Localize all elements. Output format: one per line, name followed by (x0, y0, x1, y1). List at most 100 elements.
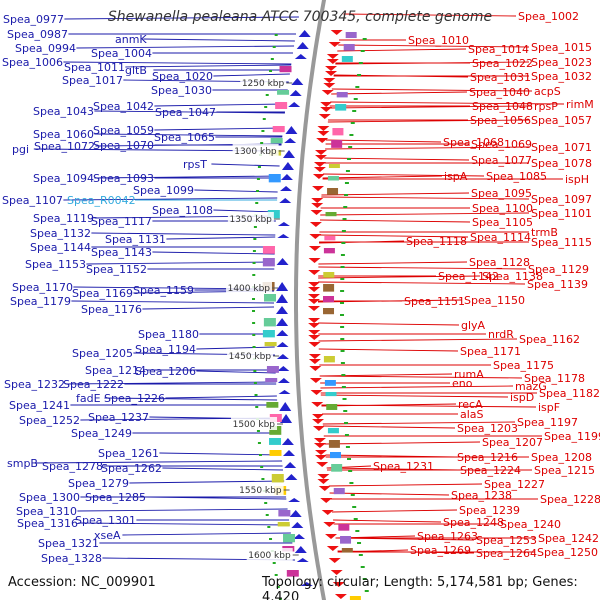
gc-mark (344, 194, 349, 196)
right-gene-label: Spea_1040 (469, 86, 530, 99)
label-connector (152, 251, 275, 255)
gc-mark (264, 106, 268, 108)
reverse-gene-arrow (276, 282, 289, 291)
kbp-tick-label: 1300 kbp (234, 147, 277, 157)
forward-gene-arrow (317, 131, 330, 136)
gc-mark (357, 542, 362, 544)
right-gene-label: nrdR (488, 328, 514, 341)
label-connector (143, 38, 295, 42)
right-gene-label: Spea_1250 (537, 546, 598, 559)
feature-block (272, 126, 285, 133)
gc-mark (257, 166, 261, 168)
gc-mark (340, 350, 345, 352)
label-connector (64, 16, 299, 20)
left-gene-label: Spea_1131 (105, 233, 166, 246)
gc-mark (270, 58, 274, 60)
reverse-gene-arrow (277, 378, 290, 383)
forward-gene-arrow (315, 155, 327, 160)
label-connector (318, 322, 460, 326)
right-gene-label: rimM (566, 98, 594, 111)
gc-mark (345, 170, 350, 172)
forward-gene-arrow (309, 222, 322, 227)
gene-labels: Spea_0977 Spea_0987 anmK Spea_0994 Spea_1004… (2, 10, 600, 565)
gc-mark (360, 566, 365, 568)
left-gene-label: Spea_1043 (33, 105, 94, 118)
right-gene-label: Spea_1139 (527, 278, 588, 291)
accession-text: Accession: NC_009901 (8, 575, 156, 590)
right-gene-label: Spea_1101 (531, 207, 592, 220)
right-gene-label: Spea_1015 (531, 41, 592, 54)
right-gene-label: acpS (534, 85, 561, 98)
kbp-tick-label: 1550 kbp (239, 486, 282, 496)
forward-gene-arrow (310, 390, 323, 395)
forward-gene-arrow (310, 210, 323, 215)
label-connector (322, 173, 485, 177)
reverse-gene-arrow (289, 90, 302, 96)
gc-mark (262, 118, 266, 120)
gc-mark (355, 86, 360, 88)
feature-block (330, 452, 341, 459)
forward-gene-arrow (308, 299, 321, 304)
gc-mark (340, 278, 345, 280)
label-connector (71, 300, 275, 304)
forward-gene-arrow (328, 42, 341, 47)
right-gene-label: mazG (515, 380, 547, 393)
kbp-label-backdrop (226, 281, 273, 294)
reverse-gene-arrow (298, 30, 311, 37)
figure-title: Shewanella pealeana ATCC 700345, complet… (107, 9, 493, 25)
label-connector (213, 209, 277, 213)
feature-block (269, 438, 282, 445)
left-gene-label: Spea_1060 (33, 128, 94, 141)
feature-block (323, 272, 335, 278)
label-connector (329, 492, 450, 496)
gc-mark (355, 530, 360, 532)
right-gene-label: Spea_1150 (464, 294, 525, 307)
left-gene-label: Spea_1279 (68, 477, 129, 490)
left-gene-label: Spea_0987 (7, 28, 68, 41)
right-gene-label: Spea_1077 (471, 154, 532, 167)
forward-gene-arrow (323, 78, 336, 83)
right-gene-label: Spea_1269 (410, 544, 471, 557)
forward-gene-arrow (315, 150, 327, 155)
left-gene-label: Spea_1232 (4, 378, 65, 391)
gc-mark (255, 202, 259, 204)
forward-gene-arrow (317, 126, 330, 131)
label-connector (125, 64, 292, 68)
reverse-gene-arrow (293, 534, 306, 539)
left-gene-label: anmK (115, 33, 147, 46)
right-gene-label: Spea_1197 (517, 416, 578, 429)
forward-gene-arrow (309, 366, 322, 371)
forward-gene-arrow (312, 186, 325, 191)
left-gene-label: Spea_1261 (98, 447, 159, 460)
gc-mark (348, 146, 353, 148)
gc-mark (272, 562, 276, 564)
forward-gene-arrow (308, 306, 321, 311)
left-gene-label: Spea_1169 (72, 287, 133, 300)
reverse-gene-arrow (280, 174, 293, 180)
right-gene-label: Spea_1175 (493, 359, 554, 372)
reverse-gene-arrow (278, 390, 291, 394)
forward-gene-arrow (318, 486, 331, 491)
feature-block (323, 356, 335, 363)
reverse-gene-arrow (294, 54, 307, 59)
right-gene-label: Spea_1078 (531, 157, 592, 170)
feature-block (266, 366, 279, 373)
reverse-gene-arrow (283, 150, 295, 158)
left-gene-label: Spea_1030 (151, 84, 212, 97)
label-connector (335, 61, 530, 65)
right-gene-label: Spea_1264 (476, 547, 537, 560)
forward-gene-arrow (316, 462, 329, 467)
label-connector (337, 48, 467, 52)
forward-gene-arrow (317, 474, 330, 479)
feature-block (323, 296, 335, 303)
forward-gene-arrow (308, 359, 321, 364)
feature-block (323, 248, 335, 254)
feature-block (327, 188, 339, 195)
right-gene-label: Spea_1068 (443, 136, 504, 149)
gc-mark (342, 218, 347, 220)
reverse-gene-arrow (276, 306, 289, 314)
kbp-label-backdrop (246, 548, 293, 561)
right-gene-label: Spea_1129 (528, 263, 589, 276)
left-gene-label: gltB (125, 64, 147, 77)
left-gene-label: pgi (12, 143, 29, 156)
